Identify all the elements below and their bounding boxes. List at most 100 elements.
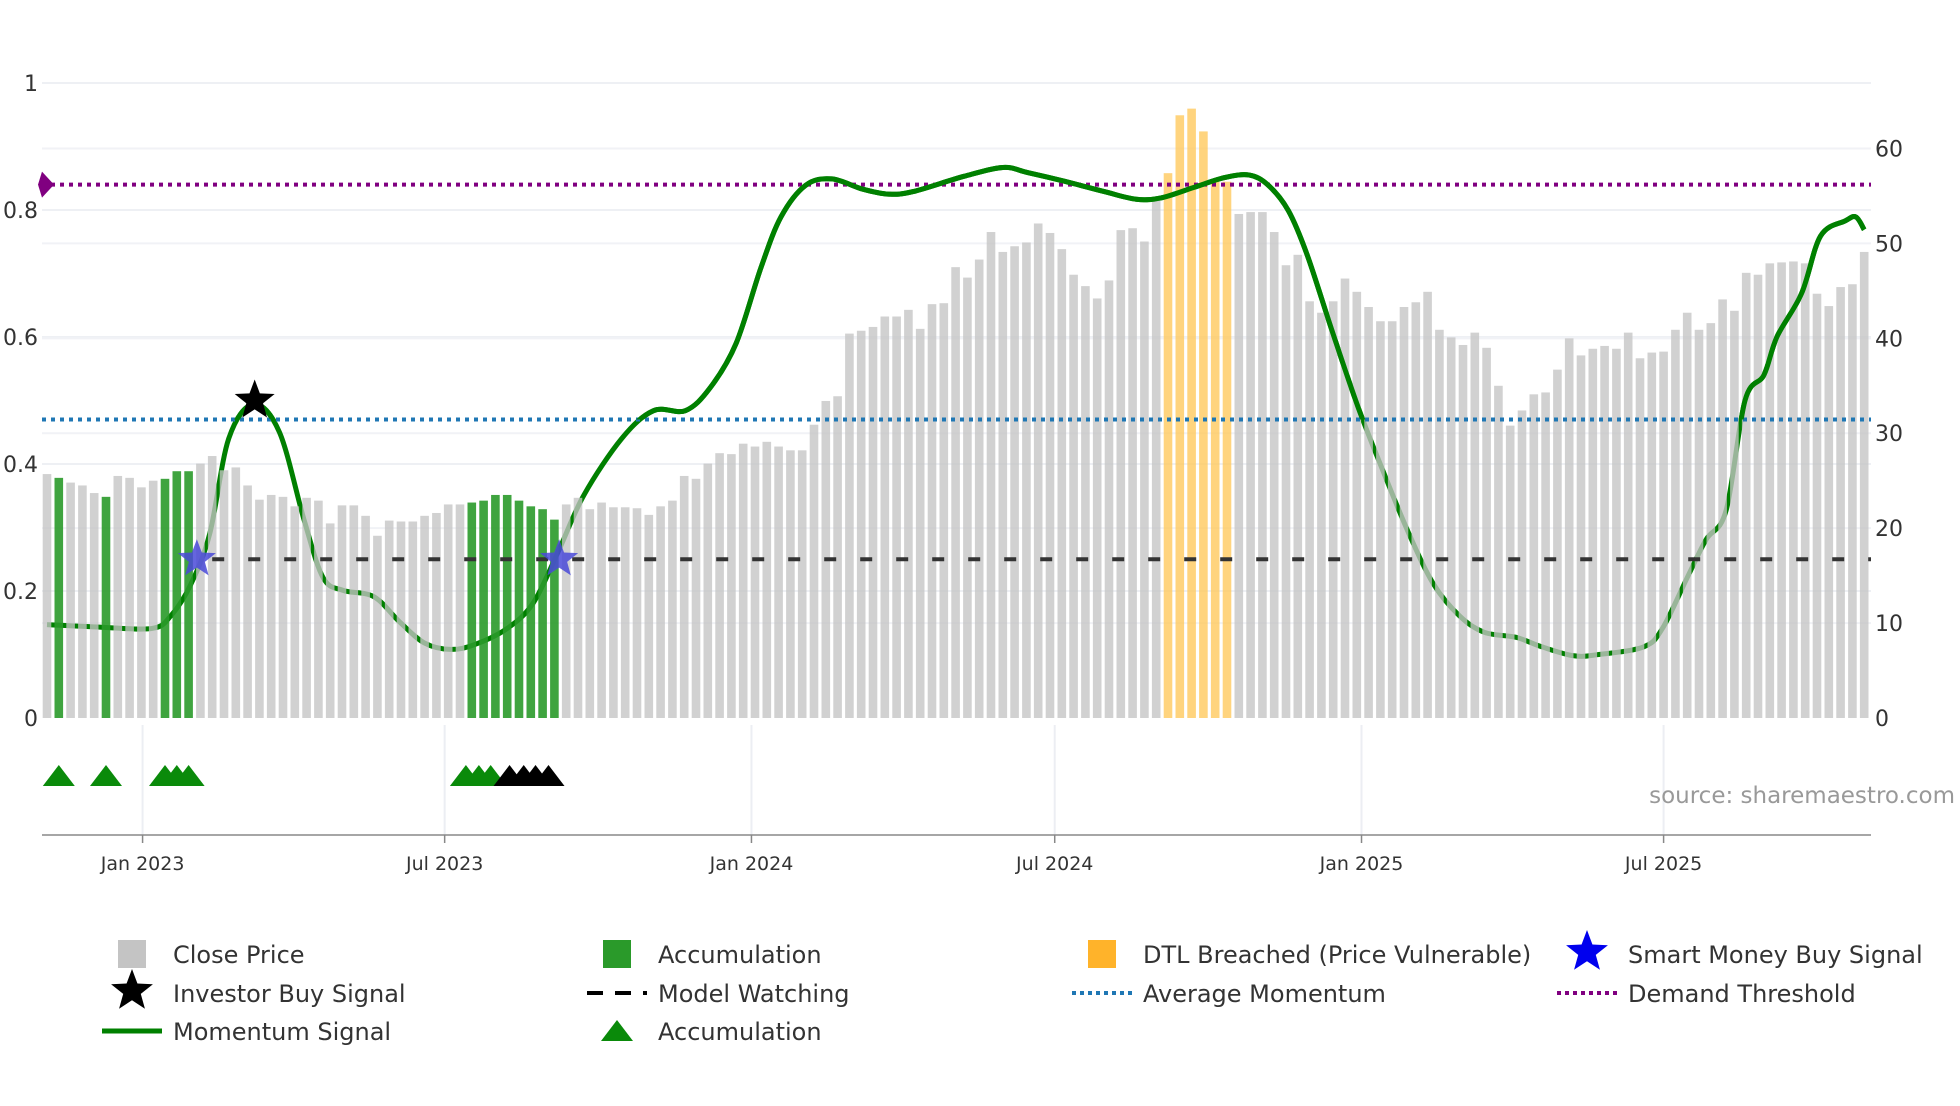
close-price-bar xyxy=(1081,286,1090,718)
close-price-bar xyxy=(290,506,300,718)
legend-green-square-icon xyxy=(603,940,631,968)
close-price-bar xyxy=(644,514,654,718)
legend-label: Accumulation xyxy=(658,1018,822,1046)
legend-orange-square-icon xyxy=(1088,940,1116,968)
close-price-bar xyxy=(207,456,217,718)
close-price-bar xyxy=(1022,242,1031,718)
close-price-bar xyxy=(78,485,87,718)
close-price-bar xyxy=(620,507,630,718)
close-price-bar xyxy=(1033,223,1043,718)
investor-buy-star-icon xyxy=(234,379,275,418)
close-price-bar xyxy=(1411,302,1421,718)
close-price-bar xyxy=(1647,352,1657,718)
close-price-bar xyxy=(880,316,890,718)
close-price-bar xyxy=(786,450,795,718)
close-price-bar xyxy=(1234,213,1244,718)
dtl-breached-bar xyxy=(1163,173,1173,719)
legend-label: DTL Breached (Price Vulnerable) xyxy=(1143,941,1531,969)
close-price-bar xyxy=(1305,301,1314,718)
close-price-bar xyxy=(1836,287,1845,718)
smart-money-buy-star-icon xyxy=(177,539,216,576)
close-price-bar xyxy=(1446,337,1456,718)
close-price-bar xyxy=(219,470,229,718)
legend-label: Model Watching xyxy=(658,980,850,1008)
close-price-bar xyxy=(1376,321,1385,718)
close-price-bar xyxy=(1564,338,1574,718)
close-price-bar xyxy=(1458,344,1468,718)
close-price-bar xyxy=(951,267,960,718)
close-price-bar xyxy=(1730,310,1739,718)
close-price-bar xyxy=(1753,274,1763,718)
close-price-bar xyxy=(255,499,264,718)
close-price-bar xyxy=(1694,329,1704,718)
close-price-bar xyxy=(1069,274,1078,718)
close-price-bar xyxy=(384,520,394,718)
close-price-bar xyxy=(998,251,1008,718)
close-price-bar xyxy=(750,446,760,718)
close-price-bar xyxy=(632,508,642,718)
x-tick-label: Jan 2024 xyxy=(709,853,794,875)
close-price-bar xyxy=(278,496,288,718)
close-price-bar xyxy=(809,424,819,718)
close-price-bar xyxy=(1859,251,1869,718)
close-price-bar xyxy=(1777,262,1786,718)
close-price-bar xyxy=(679,475,689,718)
close-price-bar xyxy=(420,515,429,718)
close-price-bar xyxy=(302,497,311,718)
source-label: source: sharemaestro.com xyxy=(1649,783,1955,809)
close-price-bar xyxy=(443,504,453,718)
accumulation-bar xyxy=(101,496,111,718)
close-price-bar xyxy=(1541,392,1550,718)
close-price-bar xyxy=(1328,301,1338,718)
right-tick-label: 40 xyxy=(1875,327,1903,352)
close-price-bar xyxy=(904,309,913,718)
accumulation-bar xyxy=(467,502,477,718)
close-price-bar xyxy=(1848,284,1857,718)
dtl-breached-bar xyxy=(1222,181,1232,719)
close-price-bar xyxy=(1010,246,1019,718)
close-price-bar xyxy=(1423,291,1432,718)
close-price-bar xyxy=(868,326,878,718)
close-price-bar xyxy=(939,303,949,718)
close-price-bar xyxy=(1600,345,1609,718)
accumulation-triangle-icon xyxy=(532,765,565,786)
close-price-bar xyxy=(1269,232,1279,718)
x-tick-label: Jul 2025 xyxy=(1624,853,1702,875)
legend-label: Smart Money Buy Signal xyxy=(1628,941,1923,969)
legend-grey-square-icon xyxy=(118,940,146,968)
close-price-bar xyxy=(561,504,571,718)
close-price-bar xyxy=(1399,307,1409,718)
close-price-bar xyxy=(609,507,618,718)
close-price-bar xyxy=(1800,263,1810,718)
legend-label: Close Price xyxy=(173,941,305,969)
right-tick-label: 10 xyxy=(1875,612,1903,637)
x-tick-label: Jan 2025 xyxy=(1319,853,1404,875)
close-price-bar xyxy=(1387,321,1397,718)
close-price-bar xyxy=(89,493,99,718)
close-price-bar xyxy=(703,463,713,718)
accumulation-bar xyxy=(502,494,512,718)
dtl-breached-bar xyxy=(1175,115,1185,719)
close-price-bar xyxy=(1682,312,1692,718)
close-price-bar xyxy=(1635,358,1645,718)
momentum-line-over-layer xyxy=(234,164,1867,420)
close-price-bar xyxy=(1352,291,1362,718)
accumulation-bar xyxy=(491,494,500,718)
close-price-bar xyxy=(1623,332,1633,718)
close-price-bar xyxy=(125,477,134,718)
close-price-bar xyxy=(833,396,842,718)
close-price-bar xyxy=(727,454,736,718)
close-price-bar xyxy=(396,521,406,718)
close-price-bar xyxy=(137,487,146,718)
close-price-bar xyxy=(1588,348,1598,718)
legend-label: Investor Buy Signal xyxy=(173,980,406,1008)
close-price-bar xyxy=(1824,306,1834,718)
close-price-bar xyxy=(1494,385,1503,718)
close-price-bar xyxy=(597,502,606,718)
close-price-bar xyxy=(668,500,677,718)
close-price-bar xyxy=(42,474,52,718)
price-bars xyxy=(42,108,1869,719)
accumulation-bar xyxy=(526,506,536,718)
